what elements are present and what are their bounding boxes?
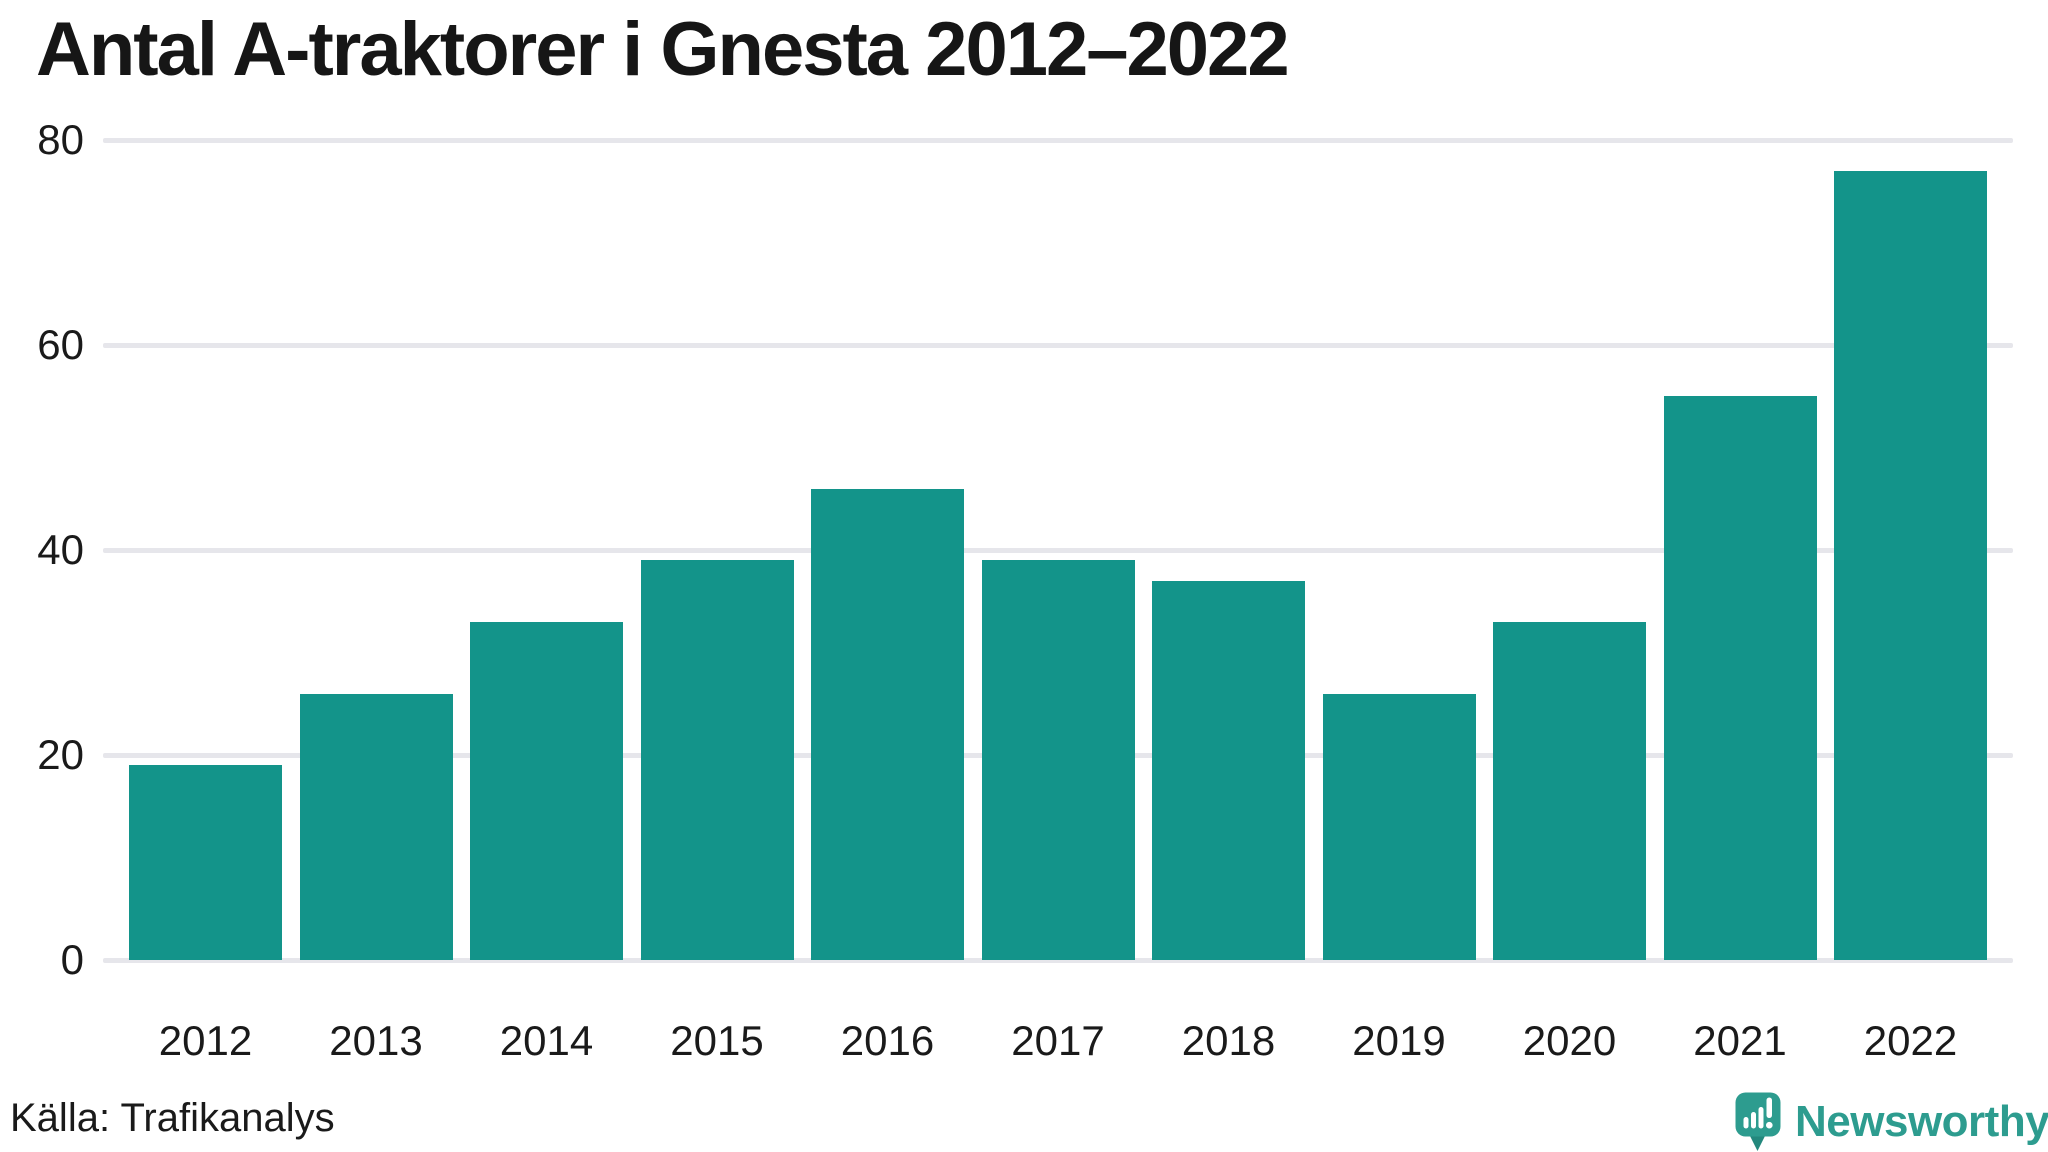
logo-chart-bar-large	[1758, 1107, 1764, 1129]
x-tick-label-2020: 2020	[1522, 1017, 1617, 1064]
logo-bubble-body	[1735, 1092, 1781, 1137]
bar-2019	[1322, 693, 1476, 960]
gridline-60	[103, 343, 2013, 348]
newsworthy-wordmark: Newsworthy	[1795, 1097, 2048, 1146]
bar-2012	[129, 765, 282, 960]
y-tick-label-20: 20	[37, 731, 84, 778]
y-tick-label-40: 40	[37, 526, 84, 573]
bar-2016	[811, 488, 964, 960]
gridline-80	[103, 138, 2013, 143]
x-tick-label-2016: 2016	[840, 1017, 935, 1064]
logo-bubble-tail	[1748, 1132, 1767, 1151]
bar-2020	[1493, 621, 1646, 960]
x-tick-label-2014: 2014	[499, 1017, 594, 1064]
chart-title: Antal A-traktorer i Gnesta 2012–2022	[36, 7, 1290, 92]
x-tick-label-2013: 2013	[329, 1017, 423, 1064]
bar-2015	[640, 560, 794, 960]
x-tick-label-2019: 2019	[1352, 1017, 1446, 1064]
newsworthy-logo: Newsworthy	[1735, 1092, 2048, 1152]
x-tick-label-2012: 2012	[158, 1017, 253, 1064]
bar-2013	[299, 693, 453, 960]
x-tick-label-2021: 2021	[1693, 1017, 1787, 1064]
y-tick-label-60: 60	[37, 321, 84, 368]
x-tick-label-2022: 2022	[1863, 1017, 1958, 1064]
logo-chart-bar-small	[1743, 1117, 1749, 1129]
logo-exclamation-stem	[1766, 1097, 1772, 1118]
bar-2021	[1663, 396, 1817, 960]
logo-exclamation-dot	[1766, 1121, 1773, 1129]
bar-2014	[470, 621, 623, 960]
y-tick-label-80: 80	[37, 116, 84, 163]
gridline-0	[103, 958, 2013, 963]
y-tick-label-0: 0	[60, 936, 84, 983]
x-tick-label-2018: 2018	[1181, 1017, 1276, 1064]
bar-2018	[1152, 580, 1305, 960]
plot-area	[103, 138, 2013, 963]
bar-2022	[1834, 170, 1987, 960]
source-note: Källa: Trafikanalys	[10, 1096, 335, 1140]
newsworthy-logo-icon	[1735, 1092, 1781, 1151]
bar-2017	[981, 560, 1135, 960]
x-tick-label-2017: 2017	[1011, 1017, 1105, 1064]
gridline-40	[103, 548, 2013, 553]
logo-chart-bar-medium	[1751, 1112, 1756, 1129]
x-tick-label-2015: 2015	[670, 1017, 764, 1064]
